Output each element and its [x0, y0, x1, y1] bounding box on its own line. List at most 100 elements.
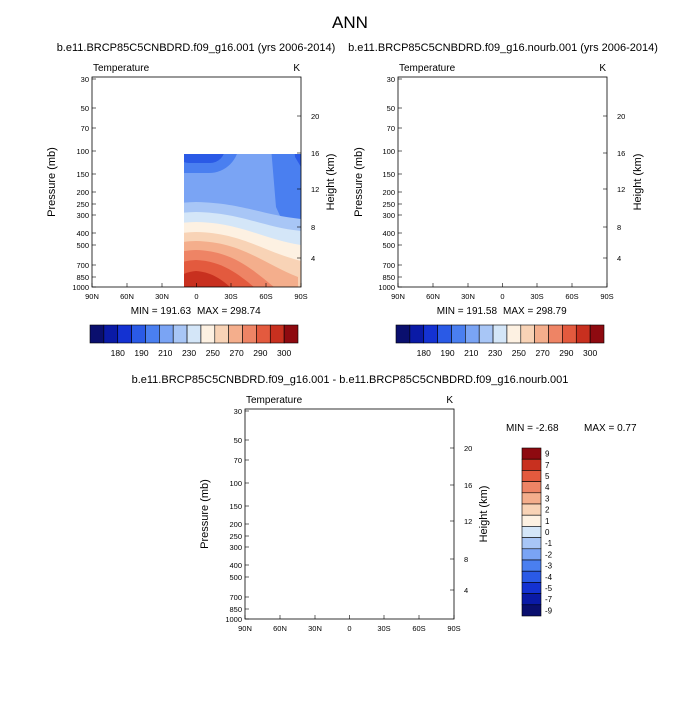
colorbar-swatch [409, 324, 425, 344]
y2-tick-label: 8 [617, 223, 621, 232]
x-tick-label: 90N [238, 624, 252, 633]
panel-3-right-label: K [446, 395, 453, 406]
panel-1-contours [184, 154, 301, 287]
contour-band-positive-top-right [413, 409, 425, 437]
colorbar-swatch [395, 324, 411, 344]
panel-3-ylabel: Pressure (mb) [199, 479, 211, 549]
y2-tick-label: 8 [311, 223, 315, 232]
x-tick-label: 90N [85, 292, 99, 301]
contour-band-tropopause-inner [184, 154, 224, 163]
contour-band-positive-center [313, 409, 379, 519]
colorbar-swatch [575, 324, 591, 344]
colorbar-swatch [521, 481, 542, 494]
colorbar-swatch [521, 570, 542, 583]
y-tick-label: 150 [229, 502, 242, 511]
y-tick-label: 250 [76, 200, 89, 209]
colorbar-swatch [89, 324, 105, 344]
y-tick-label: 700 [382, 261, 395, 270]
panel-2-ylabel: Pressure (mb) [353, 147, 365, 217]
colorbar-swatch [521, 582, 542, 594]
x-tick-label: 90S [600, 292, 613, 301]
y-tick-label: 300 [76, 211, 89, 220]
colorbar-swatch [214, 324, 229, 344]
colorbar-label: -5 [545, 584, 553, 593]
y-tick-label: 100 [382, 147, 395, 156]
colorbar-label: 180 [417, 348, 431, 358]
panel-3-x-ticks: 90N 60N 30N 0 30S 60S 90S [238, 615, 461, 633]
colorbar-swatch [451, 324, 466, 344]
colorbar-label: 230 [182, 348, 196, 358]
y-tick-label: 70 [234, 456, 242, 465]
colorbar-label: 190 [440, 348, 454, 358]
colorbar-label: 270 [229, 348, 243, 358]
y-tick-label: 200 [229, 520, 242, 529]
panel-3-max-label: MAX = 0.77 [584, 423, 637, 434]
colorbar-swatch [465, 324, 480, 344]
contour-band-positive-lower-mid [394, 547, 413, 619]
y-tick-label: 850 [229, 605, 242, 614]
panel-1-left-label: Temperature [93, 63, 150, 74]
x-tick-label: 30N [155, 292, 169, 301]
contour-band-5 [401, 241, 604, 287]
contour-band-7 [446, 260, 560, 287]
y2-tick-label: 8 [464, 555, 468, 564]
y-tick-label: 400 [229, 561, 242, 570]
contour-band-1 [398, 202, 607, 287]
y-tick-label: 500 [382, 241, 395, 250]
panel-3-y2-ticks: 20 16 12 8 4 [450, 444, 472, 595]
y-tick-label: 150 [76, 170, 89, 179]
x-tick-label: 60N [273, 624, 287, 633]
colorbar-label: 210 [464, 348, 478, 358]
panel-3-colorbar: 9 7 5 4 3 2 1 0 -1 -2 -3 -4 -5 -7 -9 [521, 447, 553, 617]
panel-3-y2label: Height (km) [478, 486, 490, 543]
colorbar-swatch [521, 492, 542, 505]
panel-3-frame [244, 408, 455, 620]
contour-band-4 [398, 232, 607, 287]
colorbar-swatch [103, 324, 119, 344]
colorbar-swatch [521, 514, 542, 527]
x-tick-label: 0 [194, 292, 198, 301]
x-tick-label: 60S [259, 292, 272, 301]
panel-1: b.e11.BRCP85C5CNBDRD.f09_g16.001 (yrs 20… [46, 42, 337, 358]
colorbar-swatch [521, 458, 542, 471]
colorbar-swatch [562, 324, 577, 344]
panel-2: b.e11.BRCP85C5CNBDRD.f09_g16.nourb.001 (… [348, 42, 658, 358]
contour-band-polar-colder [598, 77, 607, 167]
colorbar-label: -1 [545, 539, 553, 548]
contour-band-polar-colder [294, 154, 301, 167]
y-tick-label: 30 [234, 407, 242, 416]
colorbar-swatch [521, 503, 542, 516]
colorbar-label: 250 [512, 348, 526, 358]
y2-tick-label: 20 [311, 112, 319, 121]
colorbar-label: 180 [111, 348, 125, 358]
panel-1-min-label: MIN = 191.63 [131, 306, 192, 317]
colorbar-swatch [521, 604, 542, 617]
x-tick-label: 60N [426, 292, 440, 301]
panel-2-min-label: MIN = 191.58 [437, 306, 498, 317]
page-title: ANN [332, 13, 368, 32]
colorbar-label: 1 [545, 517, 550, 526]
colorbar-swatch [478, 324, 494, 344]
colorbar-label: 210 [158, 348, 172, 358]
colorbar-label: 0 [545, 528, 550, 537]
colorbar-swatch [283, 324, 299, 344]
y-tick-label: 850 [76, 273, 89, 282]
x-tick-label: 0 [347, 624, 351, 633]
colorbar-label: 5 [545, 472, 550, 481]
x-tick-label: 90S [294, 292, 307, 301]
panel-2-y2-ticks: 20 16 12 8 4 [603, 112, 625, 263]
panel-2-left-label: Temperature [399, 63, 456, 74]
y-tick-label: 500 [76, 241, 89, 250]
panel-1-y2-ticks: 20 16 12 8 4 [297, 112, 319, 263]
y-tick-label: 50 [234, 436, 242, 445]
y2-tick-label: 20 [464, 444, 472, 453]
colorbar-label: 250 [206, 348, 220, 358]
y2-tick-label: 16 [617, 149, 625, 158]
y-tick-label: 100 [229, 479, 242, 488]
contour-band-3 [398, 222, 607, 287]
y-tick-label: 100 [76, 147, 89, 156]
colorbar-label: 3 [545, 494, 550, 503]
